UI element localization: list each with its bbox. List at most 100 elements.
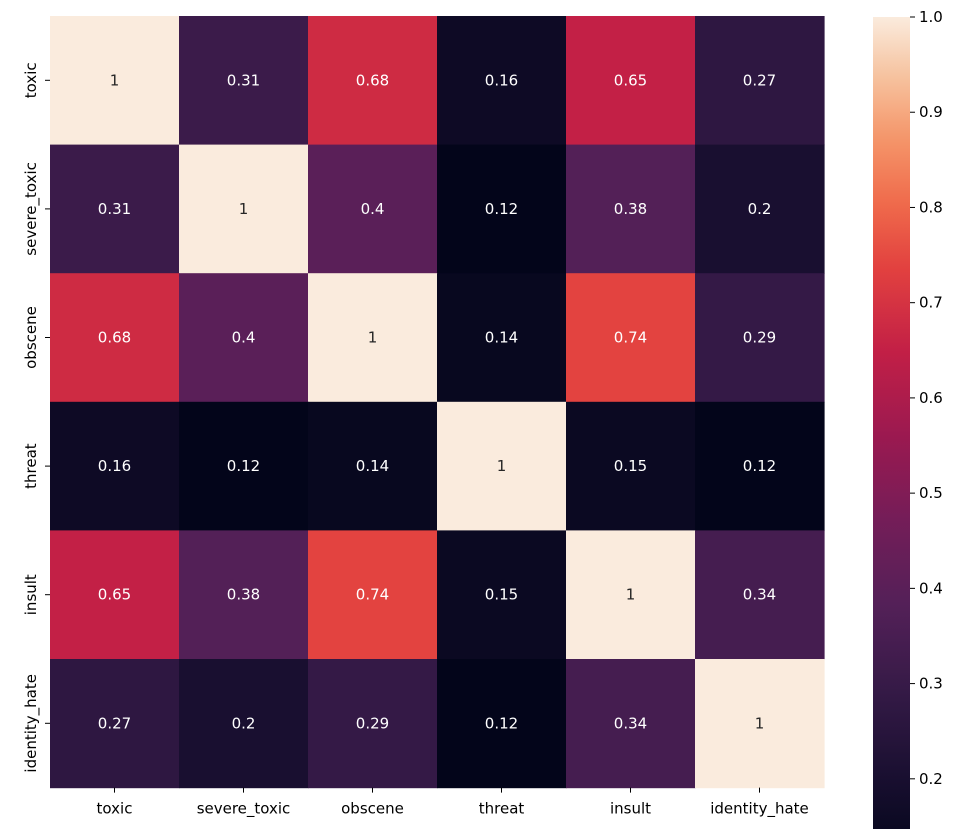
cell-annotation: 0.27 xyxy=(743,71,776,89)
colorbar-tick-label: 0.5 xyxy=(919,484,943,502)
heatmap-cell xyxy=(179,530,309,660)
heatmap-cell xyxy=(50,659,180,789)
cell-annotation: 0.29 xyxy=(356,714,389,732)
heatmap-cell xyxy=(437,273,567,403)
heatmap-cell xyxy=(179,273,309,403)
colorbar-ticks: 0.2 0.3 0.4 0.5 0.6 0.7 0.8 0.9 1.0 xyxy=(910,8,943,788)
y-tick-label: toxic xyxy=(22,62,40,98)
heatmap-cell xyxy=(50,530,180,660)
heatmap-cell xyxy=(50,144,180,274)
heatmap-cells xyxy=(50,16,825,789)
colorbar-gradient xyxy=(873,17,910,829)
heatmap-cell xyxy=(179,401,309,531)
x-tick-label: obscene xyxy=(341,800,404,818)
y-tick-label: insult xyxy=(22,574,40,615)
cell-annotation: 0.4 xyxy=(232,329,256,347)
cell-annotation: 1 xyxy=(239,200,249,218)
heatmap-cell xyxy=(50,273,180,403)
heatmap-cell xyxy=(179,144,309,274)
colorbar-tick-label: 0.2 xyxy=(919,770,943,788)
cell-annotation: 0.38 xyxy=(227,586,260,604)
cell-annotation: 0.38 xyxy=(614,200,647,218)
cell-annotation: 0.34 xyxy=(614,714,647,732)
x-tick-label: identity_hate xyxy=(710,800,809,819)
cell-annotation: 0.31 xyxy=(227,71,260,89)
y-tick-label: obscene xyxy=(22,306,40,369)
cell-annotation: 0.65 xyxy=(98,586,131,604)
heatmap-cell xyxy=(695,401,825,531)
cell-annotation: 0.16 xyxy=(485,71,518,89)
cell-annotation: 0.68 xyxy=(98,329,131,347)
colorbar-tick-label: 0.8 xyxy=(919,198,943,216)
heatmap-cell xyxy=(437,530,567,660)
colorbar-tick-label: 0.7 xyxy=(919,294,943,312)
colorbar-tick-label: 0.4 xyxy=(919,579,943,597)
heatmap-cell xyxy=(437,659,567,789)
heatmap-cell xyxy=(308,273,438,403)
heatmap-cell xyxy=(695,144,825,274)
heatmap-cell xyxy=(50,16,180,146)
heatmap-cell xyxy=(566,401,696,531)
cell-annotation: 0.12 xyxy=(743,457,776,475)
heatmap-cell xyxy=(308,659,438,789)
cell-annotation: 0.14 xyxy=(356,457,389,475)
cell-annotation: 0.65 xyxy=(614,71,647,89)
y-tick-label: threat xyxy=(22,443,40,489)
cell-annotation: 0.2 xyxy=(232,714,256,732)
colorbar: 0.2 0.3 0.4 0.5 0.6 0.7 0.8 0.9 1.0 xyxy=(873,8,943,829)
cell-annotation: 0.74 xyxy=(356,586,389,604)
heatmap-cell xyxy=(437,144,567,274)
heatmap-cell xyxy=(566,16,696,146)
heatmap-cell xyxy=(566,659,696,789)
cell-annotation: 0.4 xyxy=(361,200,385,218)
cell-annotation: 1 xyxy=(626,586,636,604)
heatmap-cell xyxy=(308,401,438,531)
heatmap-cell xyxy=(566,144,696,274)
heatmap-cell xyxy=(179,659,309,789)
heatmap-cell xyxy=(308,144,438,274)
cell-annotation: 0.29 xyxy=(743,329,776,347)
cell-annotation: 0.16 xyxy=(98,457,131,475)
x-tick-label: severe_toxic xyxy=(197,800,291,819)
cell-annotation: 0.27 xyxy=(98,714,131,732)
heatmap-cell xyxy=(308,16,438,146)
heatmap-cell xyxy=(50,401,180,531)
heatmap-cell xyxy=(695,16,825,146)
x-tick-label: insult xyxy=(610,800,651,818)
colorbar-tick-label: 0.6 xyxy=(919,389,943,407)
colorbar-tick-label: 0.3 xyxy=(919,675,943,693)
heatmap-cell xyxy=(437,401,567,531)
cell-annotation: 0.31 xyxy=(98,200,131,218)
cell-annotation: 0.68 xyxy=(356,71,389,89)
heatmap-cell xyxy=(179,16,309,146)
cell-annotation: 0.34 xyxy=(743,586,776,604)
x-axis: toxic severe_toxic obscene threat insult iden… xyxy=(97,787,809,819)
cell-annotation: 0.12 xyxy=(227,457,260,475)
cell-annotation: 0.15 xyxy=(614,457,647,475)
cell-annotation: 0.15 xyxy=(485,586,518,604)
cell-annotation: 0.12 xyxy=(485,714,518,732)
cell-annotations: 1 0.31 0.68 0.16 0.65 0.27 0.31 1 0.4 0.12 0.38 0.2… xyxy=(98,71,776,732)
x-tick-label: toxic xyxy=(97,800,133,818)
heatmap-cell xyxy=(695,273,825,403)
y-tick-label: identity_hate xyxy=(22,674,41,773)
heatmap-cell xyxy=(695,530,825,660)
heatmap-cell xyxy=(695,659,825,789)
cell-annotation: 1 xyxy=(110,71,120,89)
colorbar-tick-label: 0.9 xyxy=(919,103,943,121)
cell-annotation: 1 xyxy=(497,457,507,475)
heatmap-cell xyxy=(566,273,696,403)
heatmap-cell xyxy=(308,530,438,660)
cell-annotation: 1 xyxy=(368,329,378,347)
colorbar-tick-label: 1.0 xyxy=(919,8,943,26)
y-tick-label: severe_toxic xyxy=(22,162,41,256)
heatmap-cell xyxy=(437,16,567,146)
x-tick-label: threat xyxy=(479,800,525,818)
cell-annotation: 0.14 xyxy=(485,329,518,347)
cell-annotation: 1 xyxy=(755,714,765,732)
cell-annotation: 0.2 xyxy=(748,200,772,218)
cell-annotation: 0.74 xyxy=(614,329,647,347)
heatmap-cell xyxy=(566,530,696,660)
